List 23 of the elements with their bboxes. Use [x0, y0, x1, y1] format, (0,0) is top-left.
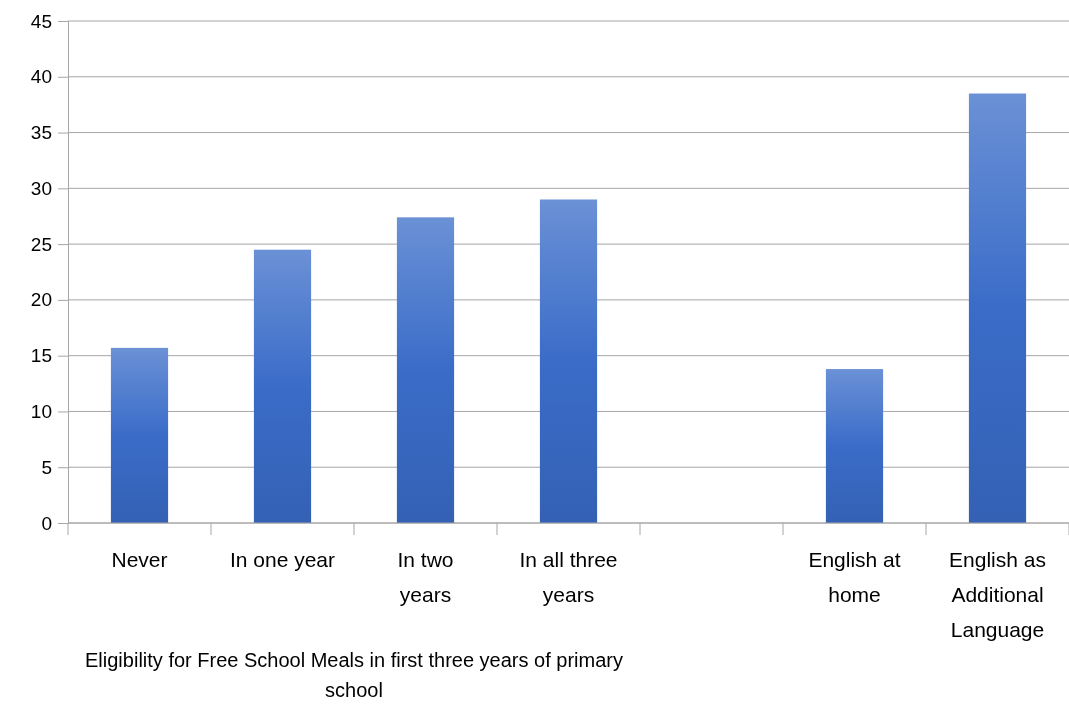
x-tick-label: Never [111, 548, 168, 571]
x-tick-label: In two years [397, 548, 454, 606]
y-tick-label: 10 [30, 401, 52, 423]
y-tick-label: 30 [30, 177, 52, 199]
x-tick-label: In one year [229, 548, 336, 571]
y-tick-label: 15 [30, 345, 52, 367]
x-tick-label: English at home [808, 548, 901, 606]
bar [110, 347, 169, 523]
y-tick-label: 40 [30, 66, 52, 88]
bar [825, 369, 884, 523]
y-tick-label: 25 [30, 233, 52, 255]
bar [396, 217, 455, 523]
x-tick-label: English as Additional Language [949, 548, 1046, 641]
y-tick-label: 35 [30, 122, 52, 144]
y-tick-label: 0 [41, 512, 52, 534]
bar [539, 199, 598, 523]
bar [968, 93, 1027, 523]
x-tick-label: In all three years [519, 548, 618, 606]
y-tick-label: 5 [41, 456, 52, 478]
y-tick-label: 20 [30, 289, 52, 311]
y-tick-label: 45 [30, 10, 52, 32]
bar [253, 249, 312, 523]
x-axis-title: Eligibility for Free School Meals in first three years of primary school [85, 649, 623, 701]
